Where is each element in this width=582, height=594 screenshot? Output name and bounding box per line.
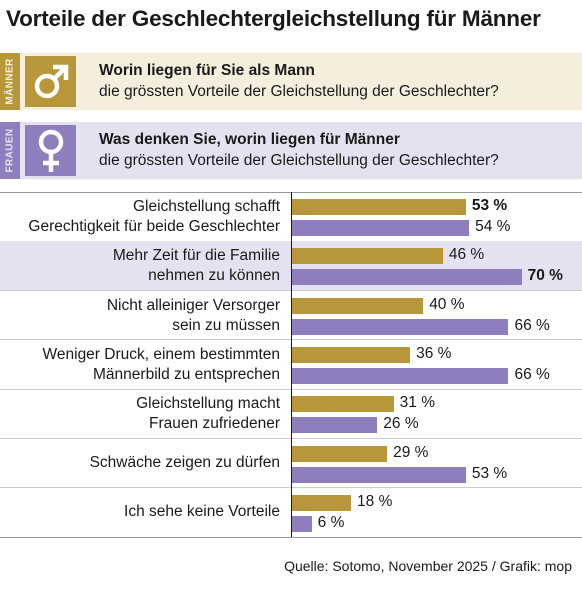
bar-women <box>292 466 466 483</box>
bar-women <box>292 417 378 434</box>
legend-women-question-bold: Was denken Sie, worin liegen für Männer <box>99 131 400 148</box>
bar-women <box>292 318 509 335</box>
bar-women <box>292 269 522 286</box>
bar-men <box>292 346 411 363</box>
bar-women <box>292 515 312 532</box>
chart-title: Vorteile der Geschlechtergleichstellung … <box>6 6 541 31</box>
chart-row: Ich sehe keine Vorteile 18 % 6 % <box>0 488 582 537</box>
source-note: Quelle: Sotomo, November 2025 / Grafik: … <box>284 558 572 574</box>
value-label: 40 % <box>429 295 465 313</box>
category-label: Mehr Zeit für die Familie nehmen zu könne… <box>0 246 280 286</box>
category-label: Gleichstellung macht Frauen zufriedener <box>0 394 280 434</box>
value-label: 31 % <box>399 394 436 412</box>
bar-men <box>292 297 424 314</box>
bar-women <box>292 367 509 384</box>
category-label: Nicht alleiniger Versorger sein zu müssen <box>0 296 280 336</box>
male-symbol-icon <box>34 64 68 98</box>
chart-row: Nicht alleiniger Versorger sein zu müssen… <box>0 291 582 340</box>
bar-men <box>292 494 352 511</box>
category-label-line: Männerbild zu entsprechen <box>93 365 280 383</box>
bar-men <box>292 199 466 215</box>
category-label-line: nehmen zu können <box>148 267 280 285</box>
value-label: 66 % <box>514 316 550 334</box>
category-label: Schwäche zeigen zu dürfen <box>0 453 280 473</box>
value-label: 6 % <box>317 513 345 531</box>
legend-women-tag: FRAUEN <box>4 128 16 173</box>
legend-women-tag-box: FRAUEN <box>0 122 20 179</box>
category-label-line: Gerechtigkeit für beide Geschlechter <box>28 218 280 235</box>
legend-women-question-rest: die grössten Vorteile der Gleichstellung… <box>99 152 499 169</box>
category-label-line: Gleichstellung schafft <box>132 198 280 215</box>
value-label: 70 % <box>527 267 563 285</box>
legend-women: FRAUEN Was denken Sie, worin liegen für … <box>0 122 582 179</box>
legend-men-tag-box: MÄNNER <box>0 53 20 110</box>
value-label: 53 % <box>471 197 508 214</box>
category-label: Weniger Druck, einem bestimmten Männerbil… <box>0 345 280 385</box>
legend-men: MÄNNER Worin liegen für Sie als Mann die… <box>0 53 582 110</box>
category-label-line: Gleichstellung macht <box>136 395 280 413</box>
category-label-line: sein zu müssen <box>172 316 280 334</box>
legend-men-question-rest: die grössten Vorteile der Gleichstellung… <box>99 83 499 100</box>
value-label: 26 % <box>383 415 419 433</box>
category-label-line: Weniger Druck, einem bestimmten <box>42 345 280 363</box>
value-label: 18 % <box>357 492 393 510</box>
chart-row: Schwäche zeigen zu dürfen 29 % 53 % <box>0 439 582 488</box>
bar-men <box>292 396 394 413</box>
chart-axis <box>291 192 292 538</box>
value-label: 53 % <box>471 464 508 482</box>
legend-men-tag: MÄNNER <box>4 58 16 105</box>
chart-row: Gleichstellung schafft Gerechtigkeit für … <box>0 192 582 241</box>
legend-women-question: Was denken Sie, worin liegen für Männer … <box>99 129 499 171</box>
value-label: 46 % <box>448 246 485 264</box>
chart-row: Weniger Druck, einem bestimmten Männerbil… <box>0 340 582 389</box>
bar-men <box>292 445 388 462</box>
bar-women <box>292 220 470 236</box>
value-label: 36 % <box>416 344 452 362</box>
category-label-line: Nicht alleiniger Versorger <box>106 296 280 314</box>
legend-men-icon-box <box>25 56 76 107</box>
value-label: 66 % <box>514 365 550 383</box>
legend-men-question: Worin liegen für Sie als Mann die grösst… <box>99 60 499 102</box>
category-label-line: Ich sehe keine Vorteile <box>124 502 280 520</box>
category-label: Gleichstellung schafft Gerechtigkeit für … <box>0 197 280 237</box>
chart-bottom-rule <box>0 537 582 539</box>
value-label: 54 % <box>475 218 511 235</box>
bar-men <box>292 248 443 265</box>
category-label-line: Frauen zufriedener <box>149 415 280 433</box>
female-symbol-icon <box>38 129 63 172</box>
legend-men-question-bold: Worin liegen für Sie als Mann <box>99 62 315 79</box>
category-label-line: Schwäche zeigen zu dürfen <box>89 453 280 471</box>
category-label: Ich sehe keine Vorteile <box>0 502 280 522</box>
value-label: 29 % <box>393 443 429 461</box>
legend-women-icon-box <box>25 125 76 176</box>
category-label-line: Mehr Zeit für die Familie <box>112 247 280 265</box>
chart-row: Gleichstellung macht Frauen zufriedener 31… <box>0 389 582 438</box>
